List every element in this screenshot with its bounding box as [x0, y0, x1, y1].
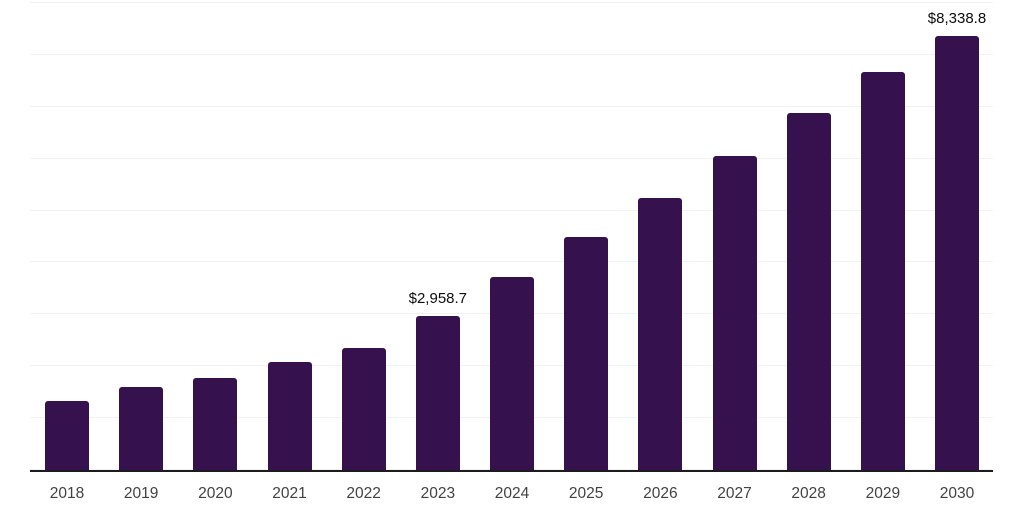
x-tick-label: 2028 — [791, 485, 826, 502]
gridline — [30, 2, 993, 3]
x-tick-label: 2020 — [198, 485, 233, 502]
x-axis-line — [30, 470, 993, 472]
x-tick-label: 2026 — [643, 485, 678, 502]
bar-2030 — [935, 36, 979, 470]
x-tick-label: 2023 — [420, 485, 456, 502]
x-tick-label: 2030 — [939, 485, 975, 502]
bar-2029 — [860, 72, 905, 470]
gridline — [30, 209, 993, 211]
bar-2026 — [638, 198, 683, 470]
x-tick-label: 2021 — [272, 485, 307, 502]
x-tick-label: 2018 — [49, 485, 85, 502]
bar-2018 — [45, 401, 89, 470]
x-tick-label: 2025 — [568, 485, 604, 502]
data-label: $8,338.8 — [927, 10, 987, 27]
bar-2020 — [193, 378, 238, 470]
bar-2025 — [564, 237, 609, 470]
x-tick-label: 2027 — [717, 485, 752, 502]
x-tick-label: 2019 — [123, 485, 159, 502]
bar-2028 — [786, 113, 831, 470]
bar-2027 — [712, 156, 757, 470]
gridline — [30, 157, 993, 159]
x-tick-label: 2022 — [346, 485, 381, 502]
gridline — [30, 105, 993, 107]
bar-2024 — [490, 277, 534, 470]
bar-2023 — [415, 316, 460, 470]
bar-2021 — [267, 362, 312, 470]
x-tick-label: 2024 — [494, 485, 530, 502]
bar-2022 — [341, 348, 386, 470]
x-tick-label: 2029 — [865, 485, 901, 502]
bar-2019 — [119, 387, 164, 470]
gridline — [30, 261, 993, 263]
data-label: $2,958.7 — [408, 290, 468, 307]
gridline — [30, 53, 993, 55]
